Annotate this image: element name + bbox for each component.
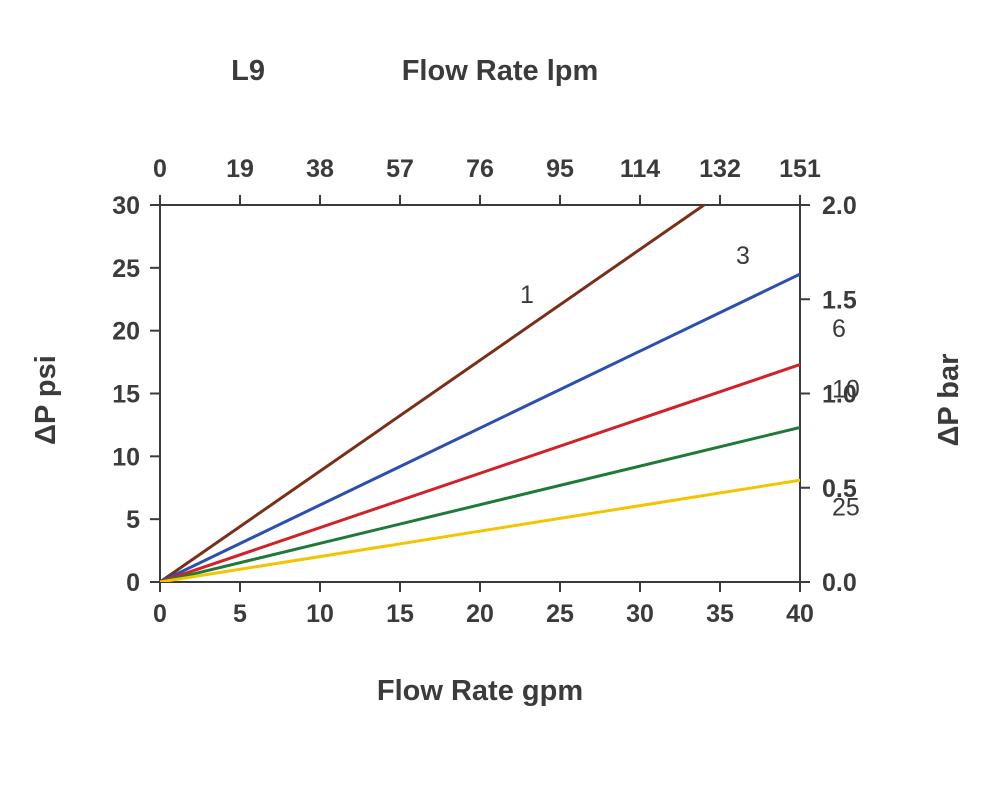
series-label-25: 25: [832, 493, 860, 521]
x-bottom-tick-label: 20: [466, 600, 494, 628]
series-label-10: 10: [832, 375, 860, 403]
x-top-tick-label: 114: [620, 155, 660, 183]
x-top-tick-label: 38: [306, 155, 334, 183]
y-right-axis-title: ΔP bar: [933, 354, 965, 447]
series-label-1: 1: [520, 281, 534, 309]
svg-text:ΔP bar: ΔP bar: [933, 354, 965, 447]
series-label-6: 6: [832, 315, 846, 343]
svg-text:ΔP psi: ΔP psi: [30, 355, 62, 445]
y-right-tick-label: 1.5: [822, 286, 857, 314]
x-axis-title-bottom: Flow Rate gpm: [377, 675, 583, 707]
y-left-tick-label: 0: [126, 569, 140, 597]
x-top-tick-label: 151: [779, 155, 821, 183]
x-bottom-tick-label: 35: [706, 600, 734, 628]
x-bottom-tick-label: 30: [626, 600, 654, 628]
y-left-tick-label: 20: [112, 318, 140, 346]
x-bottom-tick-label: 0: [153, 600, 167, 628]
y-left-axis-title: ΔP psi: [30, 355, 62, 445]
y-left-tick-label: 5: [126, 506, 140, 534]
x-bottom-tick-label: 10: [306, 600, 334, 628]
x-bottom-tick-label: 25: [546, 600, 574, 628]
x-top-tick-label: 95: [546, 155, 574, 183]
y-right-tick-label: 2.0: [822, 192, 857, 220]
x-top-tick-label: 76: [466, 155, 494, 183]
y-right-tick-label: 0.0: [822, 569, 857, 597]
y-left-tick-label: 30: [112, 192, 140, 220]
y-left-tick-label: 10: [112, 443, 140, 471]
series-label-3: 3: [736, 242, 750, 270]
chart-title-top: Flow Rate lpm: [402, 55, 599, 87]
x-top-tick-label: 57: [386, 155, 414, 183]
x-top-tick-label: 0: [153, 155, 167, 183]
x-bottom-tick-label: 5: [233, 600, 247, 628]
chart-title-prefix: L9: [231, 55, 265, 87]
pressure-flow-chart: 0510152025303540019385776951141321510510…: [0, 0, 1003, 786]
x-bottom-tick-label: 40: [786, 600, 814, 628]
chart-svg: 0510152025303540019385776951141321510510…: [0, 0, 1003, 786]
y-left-tick-label: 25: [112, 255, 140, 283]
x-top-tick-label: 132: [699, 155, 741, 183]
y-left-tick-label: 15: [112, 381, 140, 409]
x-bottom-tick-label: 15: [386, 600, 414, 628]
x-top-tick-label: 19: [226, 155, 254, 183]
